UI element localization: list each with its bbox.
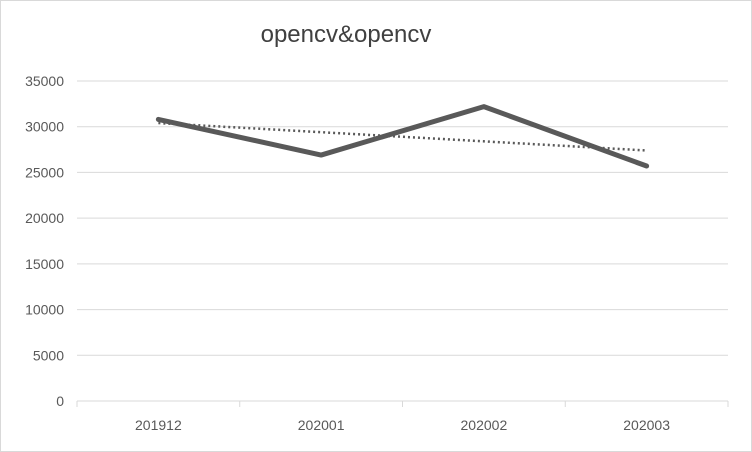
chart-title: opencv&opencv xyxy=(260,21,432,48)
x-tick-label: 202003 xyxy=(623,417,670,433)
y-tick-label: 20000 xyxy=(25,210,64,226)
x-tick-label: 202001 xyxy=(298,417,345,433)
y-tick-label: 15000 xyxy=(25,256,64,272)
y-tick-label: 25000 xyxy=(25,164,64,180)
y-tick-label: 35000 xyxy=(25,73,64,89)
y-tick-label: 0 xyxy=(56,393,64,409)
x-tick-label: 202002 xyxy=(461,417,508,433)
trendline xyxy=(158,121,647,152)
y-tick-label: 5000 xyxy=(33,347,64,363)
y-tick-label: 10000 xyxy=(25,302,64,318)
series-line xyxy=(155,104,650,169)
y-tick-label: 30000 xyxy=(25,119,64,135)
x-tick-label: 201912 xyxy=(135,417,182,433)
